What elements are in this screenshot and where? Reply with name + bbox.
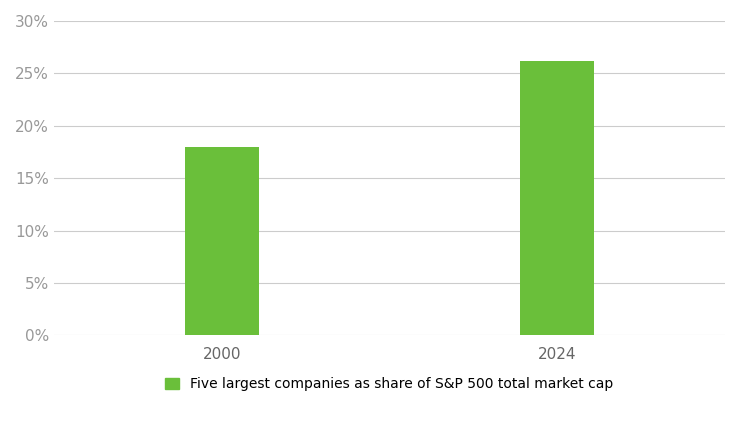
Bar (185, 147, 258, 336)
Legend: Five largest companies as share of S&P 500 total market cap: Five largest companies as share of S&P 5… (165, 378, 613, 392)
Bar (520, 61, 594, 336)
